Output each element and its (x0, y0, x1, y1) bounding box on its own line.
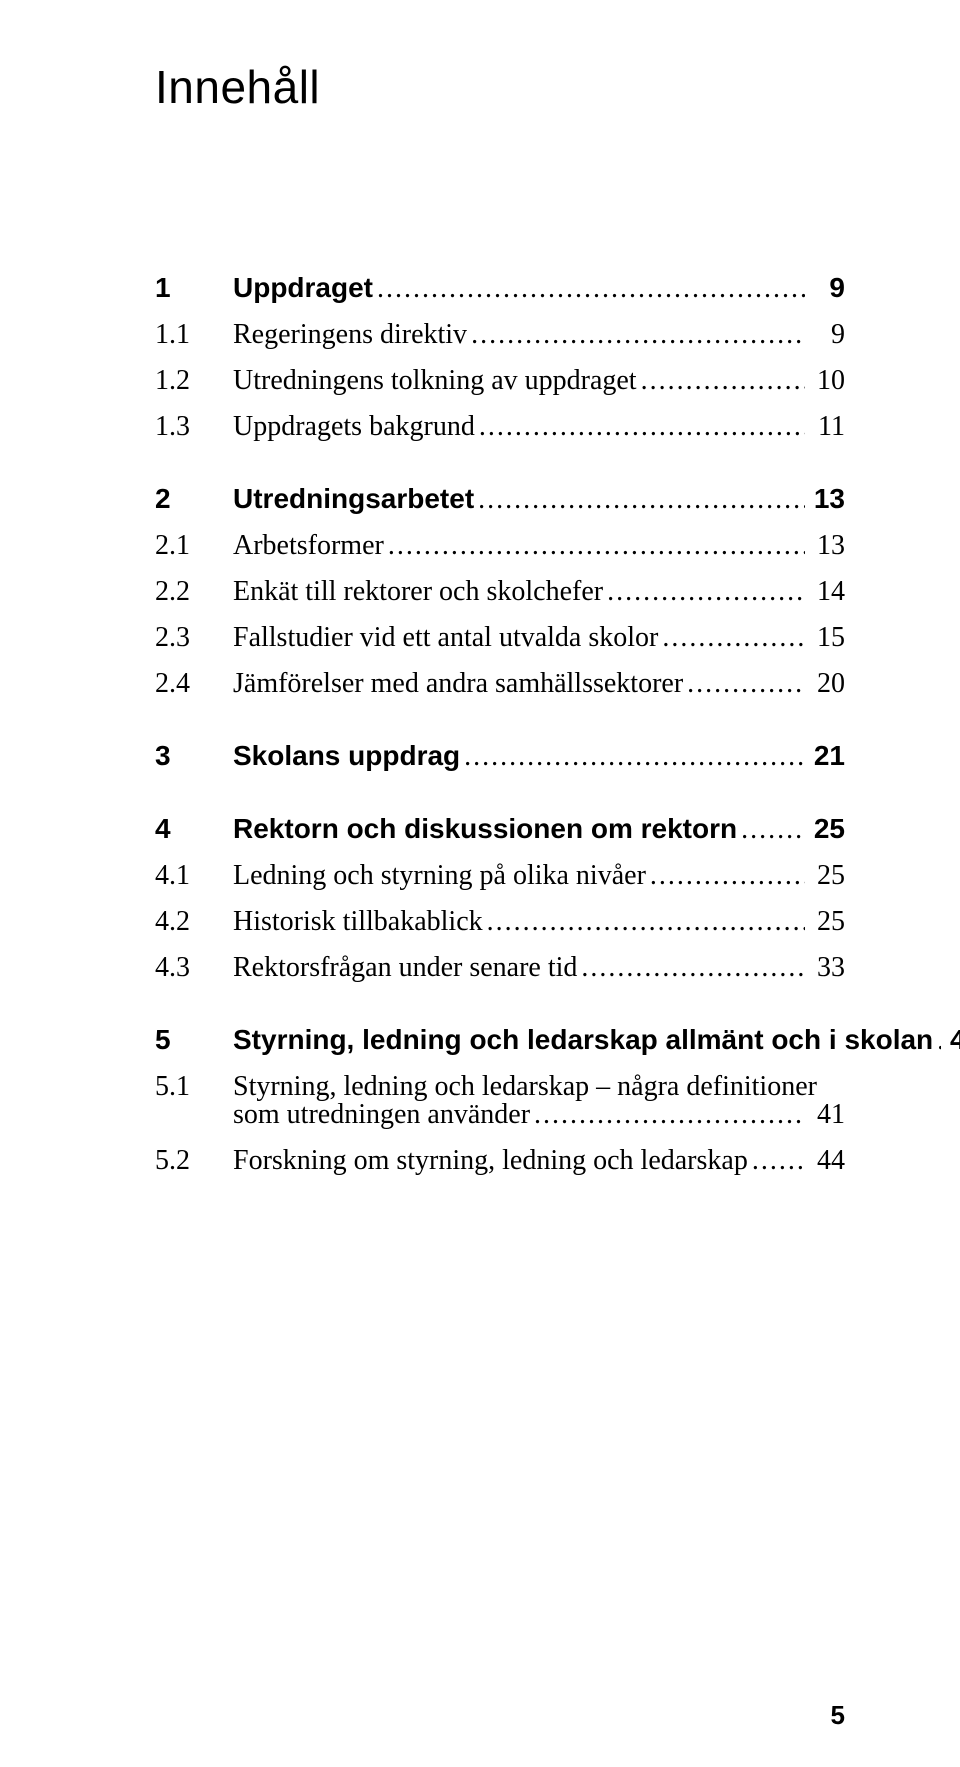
toc-leader (658, 624, 805, 652)
toc-page: 9 (805, 274, 845, 302)
toc-subsection: 2.2Enkät till rektorer och skolchefer 14 (155, 578, 845, 606)
toc-leader (683, 670, 805, 698)
toc-leader (474, 486, 805, 514)
toc-subsection: 4.1Ledning och styrning på olika nivåer 2… (155, 862, 845, 890)
toc-subsection: 1.3Uppdragets bakgrund 11 (155, 413, 845, 441)
toc-number: 5 (155, 1026, 233, 1054)
toc-label: Arbetsformer (233, 532, 384, 560)
toc-number: 5.1 (155, 1073, 233, 1101)
toc-leader (530, 1101, 805, 1129)
toc-label: Jämförelser med andra samhällssektorer (233, 670, 683, 698)
toc-page: 44 (805, 1147, 845, 1175)
toc-label: Rektorsfrågan under senare tid (233, 954, 577, 982)
toc-leader (577, 954, 805, 982)
toc-leader (384, 532, 805, 560)
toc-subsection: 4.3Rektorsfrågan under senare tid 33 (155, 954, 845, 982)
toc-number: 1 (155, 274, 233, 302)
toc-number: 2.2 (155, 578, 233, 606)
toc-leader (373, 275, 805, 303)
toc-number: 4.2 (155, 908, 233, 936)
toc-label: Styrning, ledning och ledarskap allmänt … (233, 1026, 933, 1054)
toc-label: Skolans uppdrag (233, 742, 460, 770)
toc-number: 1.1 (155, 321, 233, 349)
page-number-footer: 5 (831, 1700, 845, 1731)
toc-section: 5Styrning, ledning och ledarskap allmänt… (155, 1026, 845, 1055)
toc-leader (646, 862, 805, 890)
toc-subsection: 5.1Styrning, ledning och ledarskap – någ… (155, 1073, 845, 1129)
toc-label: Historisk tillbakablick (233, 908, 483, 936)
toc-section: 3Skolans uppdrag 21 (155, 742, 845, 771)
toc-label: Rektorn och diskussionen om rektorn (233, 815, 737, 843)
toc-label: Uppdraget (233, 274, 373, 302)
document-page: Innehåll 1Uppdraget91.1Regeringens direk… (0, 0, 960, 1767)
toc-label: Forskning om styrning, ledning och ledar… (233, 1147, 748, 1175)
toc-page: 25 (805, 815, 845, 843)
toc-label: Enkät till rektorer och skolchefer (233, 578, 603, 606)
toc-number: 4.1 (155, 862, 233, 890)
toc-leader (460, 743, 805, 771)
toc-page: 10 (805, 367, 845, 395)
toc-number: 5.2 (155, 1147, 233, 1175)
toc-leader (933, 1027, 941, 1055)
toc-number: 2.4 (155, 670, 233, 698)
toc-number: 2.3 (155, 624, 233, 652)
toc-page: 15 (805, 624, 845, 652)
toc-subsection: 4.2Historisk tillbakablick 25 (155, 908, 845, 936)
toc-leader (467, 321, 805, 349)
toc-number: 1.3 (155, 413, 233, 441)
table-of-contents: 1Uppdraget91.1Regeringens direktiv91.2Ut… (155, 274, 845, 1175)
toc-label: Ledning och styrning på olika nivåer (233, 862, 646, 890)
toc-leader (475, 413, 805, 441)
toc-page: 25 (805, 908, 845, 936)
toc-leader (603, 578, 805, 606)
toc-section: 4Rektorn och diskussionen om rektorn 25 (155, 815, 845, 844)
toc-subsection: 2.3Fallstudier vid ett antal utvalda sko… (155, 624, 845, 652)
toc-page: 9 (805, 321, 845, 349)
toc-page: 20 (805, 670, 845, 698)
toc-page: 13 (805, 532, 845, 560)
toc-leader (737, 816, 805, 844)
toc-label: Utredningsarbetet (233, 485, 474, 513)
toc-number: 2.1 (155, 532, 233, 560)
toc-number: 2 (155, 485, 233, 513)
page-title: Innehåll (155, 60, 845, 114)
toc-page: 41 (941, 1026, 960, 1054)
toc-leader (637, 367, 805, 395)
toc-label: Uppdragets bakgrund (233, 413, 475, 441)
toc-page: 25 (805, 862, 845, 890)
toc-label: Utredningens tolkning av uppdraget (233, 367, 637, 395)
toc-number: 4.3 (155, 954, 233, 982)
toc-number: 3 (155, 742, 233, 770)
toc-page: 21 (805, 742, 845, 770)
toc-number: 4 (155, 815, 233, 843)
toc-section: 2Utredningsarbetet 13 (155, 485, 845, 514)
toc-page: 11 (805, 413, 845, 441)
toc-leader (483, 908, 805, 936)
toc-page: 13 (805, 485, 845, 513)
toc-page: 33 (805, 954, 845, 982)
toc-subsection: 2.1Arbetsformer 13 (155, 532, 845, 560)
toc-subsection: 1.1Regeringens direktiv 9 (155, 321, 845, 349)
toc-subsection: 2.4Jämförelser med andra samhällssektore… (155, 670, 845, 698)
toc-label-line2: som utredningen använder (233, 1101, 530, 1129)
toc-page: 41 (805, 1101, 845, 1129)
toc-page: 14 (805, 578, 845, 606)
toc-subsection: 1.2Utredningens tolkning av uppdraget 10 (155, 367, 845, 395)
toc-leader (748, 1147, 805, 1175)
toc-subsection: 5.2Forskning om styrning, ledning och le… (155, 1147, 845, 1175)
toc-label: Fallstudier vid ett antal utvalda skolor (233, 624, 658, 652)
toc-label: Regeringens direktiv (233, 321, 467, 349)
toc-number: 1.2 (155, 367, 233, 395)
toc-label-line1: Styrning, ledning och ledarskap – några … (233, 1073, 817, 1101)
toc-section: 1Uppdraget 9 (155, 274, 845, 303)
